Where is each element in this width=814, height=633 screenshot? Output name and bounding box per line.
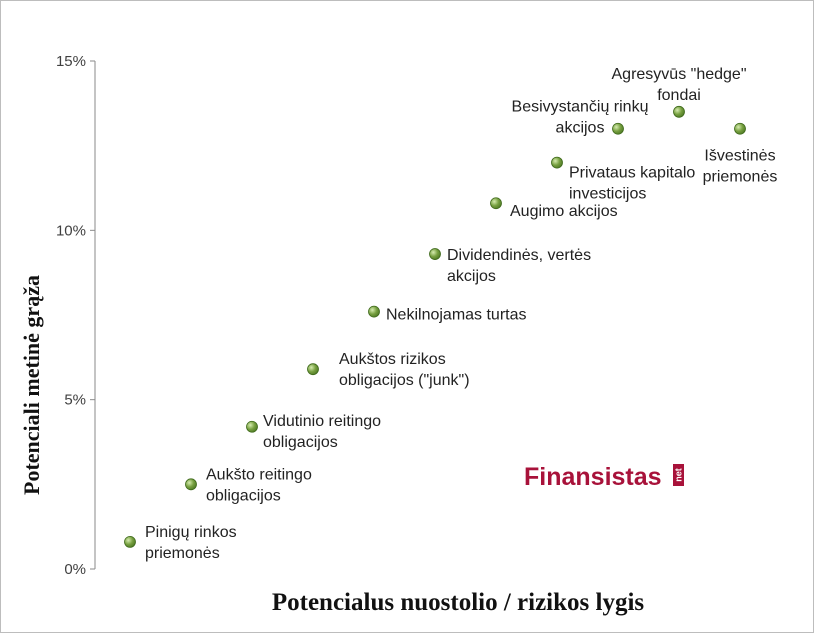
data-label-line: Agresyvūs "hedge": [612, 66, 747, 83]
data-label: Dividendinės, vertės akcijos: [447, 247, 591, 285]
data-label-line: Besivystančių rinkų: [512, 99, 649, 116]
finansistas-logo: Finansistas net: [524, 463, 684, 491]
data-label: Pinigų rinkos priemonės: [145, 524, 237, 562]
logo-suffix: net: [674, 468, 684, 482]
data-label-line: investicijos: [569, 186, 646, 203]
data-label: Aukštos rizikos obligacijos ("junk"): [339, 351, 470, 389]
data-label-line: Nekilnojamas turtas: [386, 307, 527, 324]
data-point: [429, 248, 441, 260]
data-point: [551, 156, 563, 169]
data-label-line: Aukšto reitingo: [206, 466, 312, 483]
data-label: Privataus kapitalo investicijos: [569, 165, 695, 203]
data-label: Besivystančių rinkų akcijos: [512, 99, 649, 137]
data-label-line: Pinigų rinkos: [145, 524, 237, 541]
data-point: [246, 420, 258, 433]
x-axis-title: Potencialus nuostolio / rizikos lygis: [272, 589, 645, 616]
y-tick-label: 15%: [56, 53, 86, 70]
data-label: Aukšto reitingo obligacijos: [206, 466, 312, 504]
data-label-line: Privataus kapitalo: [569, 165, 695, 182]
data-label-line: priemonės: [703, 169, 778, 186]
data-label-line: priemonės: [145, 545, 220, 562]
data-label-line: Augimo akcijos: [510, 203, 618, 220]
data-label-line: Dividendinės, vertės: [447, 247, 591, 264]
data-points: [124, 105, 746, 548]
y-tick-label: 10%: [56, 222, 86, 239]
data-label: Išvestinės priemonės: [703, 148, 778, 186]
data-point: [368, 305, 380, 318]
logo-wordmark: Finansistas: [524, 463, 662, 491]
data-label-line: obligacijos ("junk"): [339, 372, 470, 389]
data-label-line: Aukštos rizikos: [339, 351, 446, 368]
data-label-line: Vidutinio reitingo: [263, 413, 381, 430]
data-label-line: fondai: [657, 87, 701, 104]
y-axis-title: Potenciali metinė grąža: [19, 275, 44, 495]
point-labels: Pinigų rinkos priemonės Aukšto reitingo obl…: [145, 66, 777, 562]
data-label: Augimo akcijos: [510, 203, 618, 220]
data-label: Nekilnojamas turtas: [386, 307, 527, 324]
data-point: [734, 122, 746, 135]
data-label-line: obligacijos: [206, 487, 281, 504]
data-label-line: Išvestinės: [704, 148, 775, 165]
logo-suffix-box: [673, 464, 684, 486]
y-tick-label: 0%: [64, 561, 86, 578]
data-point: [612, 122, 624, 135]
y-axis: 0% 5% 10% 15%: [56, 53, 96, 578]
y-tick-label: 5%: [64, 392, 86, 409]
data-label-line: obligacijos: [263, 434, 338, 451]
data-label-line: akcijos: [447, 268, 496, 285]
data-point: [307, 363, 319, 376]
data-label: Vidutinio reitingo obligacijos: [263, 413, 381, 451]
data-point: [185, 478, 197, 491]
data-point: [673, 105, 685, 118]
data-point: [124, 536, 136, 548]
data-label: Agresyvūs "hedge" fondai: [612, 66, 747, 104]
data-label-line: akcijos: [556, 120, 605, 137]
data-point: [490, 197, 502, 210]
